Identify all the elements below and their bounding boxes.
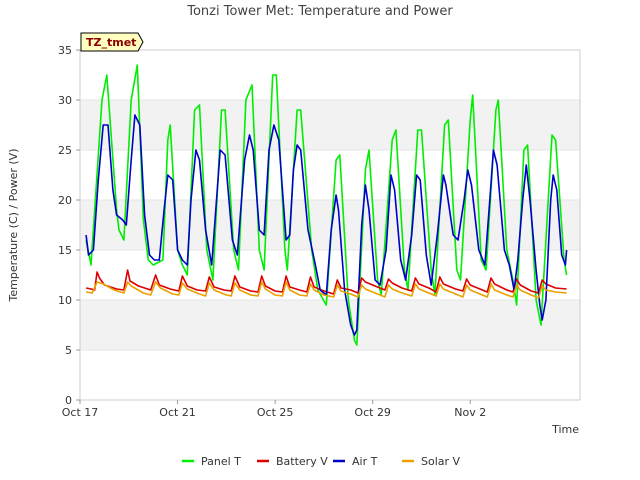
legend-item-battery-v: Battery V: [257, 455, 328, 468]
series-line-battery-v: [85, 269, 567, 295]
legend-label: Panel T: [201, 455, 241, 468]
y-tick-label: 0: [65, 394, 72, 407]
y-tick-label: 5: [65, 344, 72, 357]
y-tick-label: 15: [58, 244, 72, 257]
chart-title: Tonzi Tower Met: Temperature and Power: [186, 4, 453, 19]
y-tick-label: 35: [58, 44, 72, 57]
x-tick-label: Nov 2: [454, 406, 486, 419]
series-line-solar-v: [85, 281, 567, 299]
grid-band: [80, 300, 580, 350]
y-tick-label: 20: [58, 194, 72, 207]
y-axis-label: Temperature (C) / Power (V): [7, 148, 20, 302]
plot-frame: [79, 49, 581, 401]
site-tag: TZ_tmet: [80, 32, 144, 52]
site-tag-box: [80, 32, 144, 52]
legend: Panel T Battery V Air T Solar V: [182, 455, 461, 468]
legend-item-air-t: Air T: [333, 455, 378, 468]
x-tick-label: Oct 29: [354, 406, 391, 419]
x-tick-label: Oct 21: [159, 406, 196, 419]
x-tick-label: Oct 17: [62, 406, 99, 419]
x-axis-label: Time: [551, 423, 579, 436]
y-tick-label: 10: [58, 294, 72, 307]
y-tick-label: 30: [58, 94, 72, 107]
grid-band: [80, 100, 580, 150]
series-line-panel-t: [85, 64, 568, 346]
site-tag-label: TZ_tmet: [86, 36, 136, 49]
series-lines: [85, 64, 568, 346]
legend-label: Solar V: [421, 455, 461, 468]
series-line-air-t: [85, 114, 568, 336]
x-axis-ticks: Oct 17 Oct 21 Oct 25 Oct 29 Nov 2: [62, 400, 486, 419]
legend-label: Battery V: [276, 455, 328, 468]
y-axis-ticks: 0 5 10 15 20 25 30 35: [58, 44, 80, 407]
y-tick-label: 25: [58, 144, 72, 157]
legend-item-solar-v: Solar V: [402, 455, 461, 468]
x-tick-label: Oct 25: [257, 406, 294, 419]
legend-item-panel-t: Panel T: [182, 455, 241, 468]
legend-label: Air T: [352, 455, 378, 468]
